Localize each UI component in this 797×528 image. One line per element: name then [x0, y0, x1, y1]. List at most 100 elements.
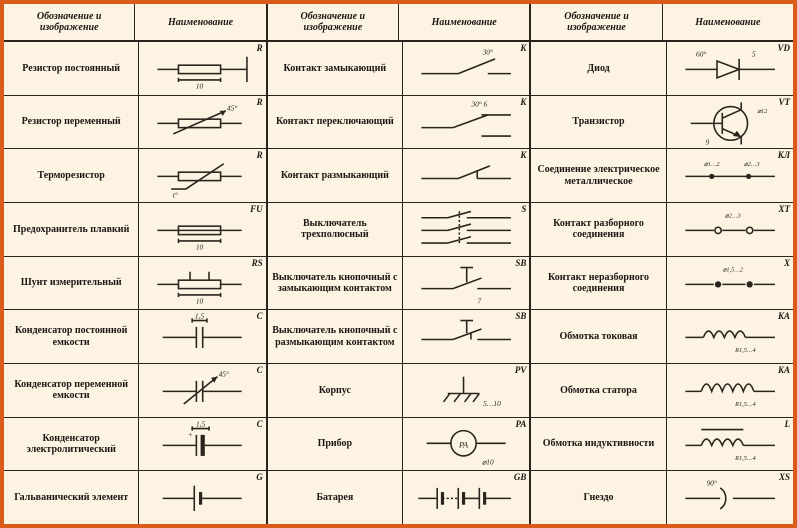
designation-code: GB: [514, 472, 527, 482]
component-symbol: +1,5C: [139, 418, 265, 471]
component-name: Контакт замыкающий: [268, 42, 403, 95]
designation-code: SB: [515, 311, 526, 321]
designation-code: XT: [779, 204, 791, 214]
component-name: Терморезистор: [4, 149, 139, 202]
name-column-header: Наименование: [135, 4, 265, 40]
table-row: Обмотка индуктивностиR1,5…4L: [531, 418, 793, 472]
table-row: Контакт разборного соединения⌀2…3XT: [531, 203, 793, 257]
table-row: Обмотка статораR1,5…4KA: [531, 364, 793, 418]
component-symbol: SB: [403, 310, 529, 363]
component-symbol: R1,5…4KA: [667, 310, 793, 363]
component-name: Предохранитель плавкий: [4, 203, 139, 256]
designation-code: X: [784, 258, 790, 268]
column-group: Обозначение и изображениеНаименованиеКон…: [268, 4, 532, 524]
column-group: Обозначение и изображениеНаименование Рез…: [4, 4, 268, 524]
table-row: Батарея GB: [268, 471, 530, 524]
component-name: Контакт разборного соединения: [531, 203, 666, 256]
svg-text:⌀12: ⌀12: [757, 108, 768, 115]
designation-code: R: [257, 43, 263, 53]
component-name: Прибор: [268, 418, 403, 471]
component-name: Контакт переключающий: [268, 96, 403, 149]
name-column-header: Наименование: [663, 4, 793, 40]
component-name: Диод: [531, 42, 666, 95]
schematic-symbols-table: Обозначение и изображениеНаименованиеРез…: [0, 0, 797, 528]
table-row: Контакт неразборного соединения⌀1,5…2X: [531, 257, 793, 311]
designation-code: C: [257, 419, 263, 429]
header-row: Обозначение и изображениеНаименование: [268, 4, 530, 42]
table-row: Конденсатор электролитический+1,5C: [4, 418, 266, 472]
svg-text:10: 10: [196, 242, 204, 251]
table-row: Резистор постоянный10R: [4, 42, 266, 96]
svg-text:+: +: [188, 430, 193, 439]
designation-code: C: [257, 365, 263, 375]
component-symbol: 10 R: [139, 42, 265, 95]
table-row: ПриборPA⌀10PA: [268, 418, 530, 472]
component-symbol: 1,5C: [139, 310, 265, 363]
component-symbol: 45°R: [139, 96, 265, 149]
svg-text:⌀1,5…2: ⌀1,5…2: [722, 266, 743, 273]
table-grid: Обозначение и изображениеНаименованиеРез…: [4, 4, 793, 524]
svg-text:10: 10: [196, 296, 204, 305]
svg-text:⌀2…3: ⌀2…3: [744, 161, 760, 168]
component-symbol: PA⌀10PA: [403, 418, 529, 471]
component-name: Обмотка статора: [531, 364, 666, 417]
designation-code: K: [520, 97, 526, 107]
svg-text:30° 6: 30° 6: [470, 99, 487, 108]
svg-text:30°: 30°: [482, 48, 493, 57]
component-symbol: 90°XS: [667, 471, 793, 524]
svg-text:R1,5…4: R1,5…4: [734, 347, 756, 354]
component-name: Резистор переменный: [4, 96, 139, 149]
designation-code: VD: [778, 43, 791, 53]
table-row: Терморезисторt°R: [4, 149, 266, 203]
designation-code: PA: [516, 419, 527, 429]
component-symbol: R1,5…4L: [667, 418, 793, 471]
table-row: Шунт измерительный10RS: [4, 257, 266, 311]
table-row: Транзистор⌀129VT: [531, 96, 793, 150]
component-symbol: S: [403, 203, 529, 256]
svg-text:10: 10: [196, 81, 204, 90]
component-symbol: ⌀129VT: [667, 96, 793, 149]
name-column-header: Наименование: [399, 4, 529, 40]
component-name: Конденсатор переменной емкости: [4, 364, 139, 417]
designation-code: SB: [515, 258, 526, 268]
table-row: Диод60°5VD: [531, 42, 793, 96]
svg-text:5: 5: [752, 50, 756, 59]
svg-text:t°: t°: [173, 191, 178, 200]
component-symbol: 10 FU: [139, 203, 265, 256]
designation-code: PV: [515, 365, 527, 375]
component-name: Гнездо: [531, 471, 666, 524]
table-row: Предохранитель плавкий 10 FU: [4, 203, 266, 257]
table-row: Гальванический элементG: [4, 471, 266, 524]
component-symbol: ⌀1…2⌀2…3КЛ: [667, 149, 793, 202]
table-row: Резистор переменный45°R: [4, 96, 266, 150]
component-name: Соединение электрическое металлическое: [531, 149, 666, 202]
table-row: Контакт переключающий 30° 6 K: [268, 96, 530, 150]
symbol-column-header: Обозначение и изображение: [4, 4, 135, 40]
header-row: Обозначение и изображениеНаименование: [531, 4, 793, 42]
svg-text:7: 7: [478, 296, 482, 305]
table-row: Конденсатор переменной емкости45°C: [4, 364, 266, 418]
svg-text:⌀1…2: ⌀1…2: [704, 161, 721, 168]
designation-code: KA: [778, 365, 790, 375]
component-symbol: t°R: [139, 149, 265, 202]
designation-code: R: [257, 97, 263, 107]
component-symbol: GB: [403, 471, 529, 524]
svg-text:1,5: 1,5: [195, 312, 205, 321]
table-row: Обмотка токоваяR1,5…4KA: [531, 310, 793, 364]
symbol-column-header: Обозначение и изображение: [531, 4, 662, 40]
table-row: Контакт замыкающий30°K: [268, 42, 530, 96]
table-row: Выключатель кнопочный с размыкающим конт…: [268, 310, 530, 364]
component-symbol: 5…10PV: [403, 364, 529, 417]
designation-code: FU: [250, 204, 263, 214]
component-symbol: 60°5VD: [667, 42, 793, 95]
component-symbol: 30° 6 K: [403, 96, 529, 149]
designation-code: K: [520, 150, 526, 160]
component-name: Шунт измерительный: [4, 257, 139, 310]
component-name: Батарея: [268, 471, 403, 524]
svg-text:R1,5…4: R1,5…4: [734, 455, 756, 462]
component-symbol: G: [139, 471, 265, 524]
component-name: Конденсатор электролитический: [4, 418, 139, 471]
component-name: Обмотка токовая: [531, 310, 666, 363]
component-name: Гальванический элемент: [4, 471, 139, 524]
component-symbol: ⌀1,5…2 X: [667, 257, 793, 310]
